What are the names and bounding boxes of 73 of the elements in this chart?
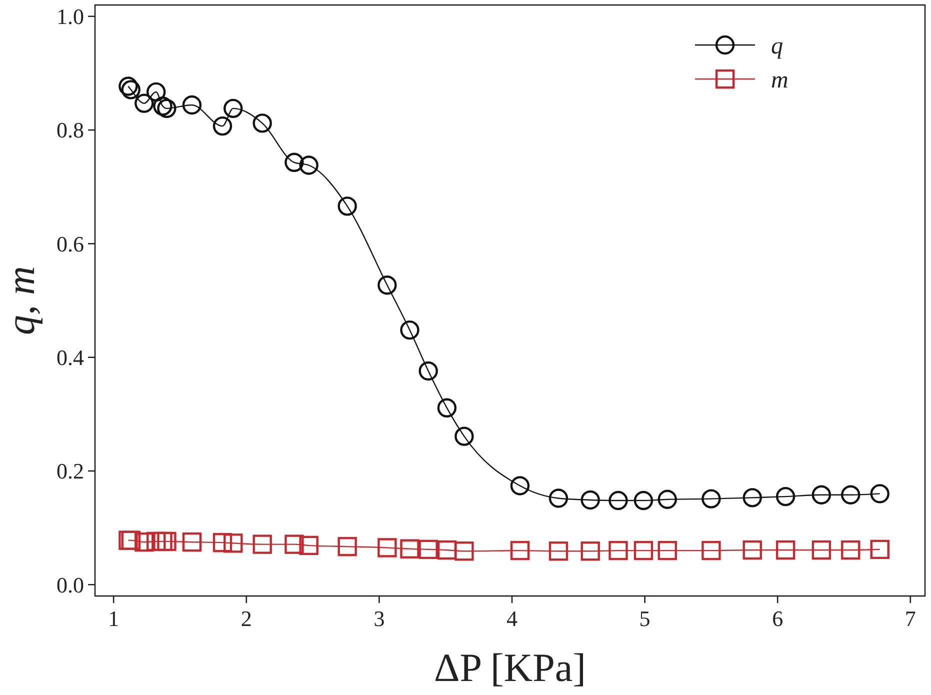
point [580,542,600,561]
point [338,536,357,556]
point [608,540,628,560]
point [284,534,304,554]
point [182,532,202,552]
point [454,542,474,561]
point [510,476,530,496]
point [121,80,140,100]
point [841,485,860,504]
point [418,361,438,381]
point [224,534,243,553]
point [437,540,457,560]
point [437,398,457,418]
point [299,156,318,175]
y-tick-label: 0.8 [56,118,84,143]
y-tick-label: 1.0 [56,4,84,30]
x-tick-label: 6 [772,606,784,631]
point [338,196,357,216]
point [510,540,530,560]
y-tick-label: 0.2 [56,458,84,484]
point [870,484,890,504]
y-axis-title: q, m [0,266,43,335]
point [212,116,232,136]
point [658,490,677,509]
point [252,114,272,133]
x-tick-label: 3 [374,606,385,631]
x-tick-label: 2 [240,606,252,631]
point [134,94,154,113]
x-tick-label: 1 [108,606,120,631]
point [182,95,202,115]
point [658,540,677,560]
point [212,532,232,552]
point [776,486,796,506]
y-tick-label: 0.6 [56,231,84,256]
point [580,490,600,510]
x-tick-label: 7 [904,606,916,631]
point [548,488,568,508]
x-tick-label: 4 [506,606,518,631]
point [146,82,166,102]
point [812,485,832,504]
legend-label: q [771,33,783,60]
point [252,534,272,554]
point [378,276,397,295]
point [702,540,721,560]
point [548,542,568,561]
point [118,76,138,96]
point [870,540,890,559]
point [418,540,438,559]
point [742,540,762,560]
y-tick-label: 0.4 [56,345,84,370]
point [400,320,420,340]
x-axis-title: ΔP [KPa] [434,645,586,690]
point [157,532,176,552]
point [378,538,397,558]
point [224,98,243,118]
point [776,540,796,560]
point [284,152,304,172]
point [812,540,832,560]
point [608,490,628,510]
point [742,488,762,508]
y-tick-label: 0.0 [56,572,84,598]
point [634,540,654,560]
point [153,96,172,116]
point [702,489,721,508]
point [841,540,860,560]
point [157,98,176,118]
point [634,490,654,510]
point [400,539,420,558]
point [454,426,474,446]
point [134,532,154,552]
x-tick-label: 5 [639,606,650,631]
point [299,536,318,556]
legend-label: m [771,67,788,94]
